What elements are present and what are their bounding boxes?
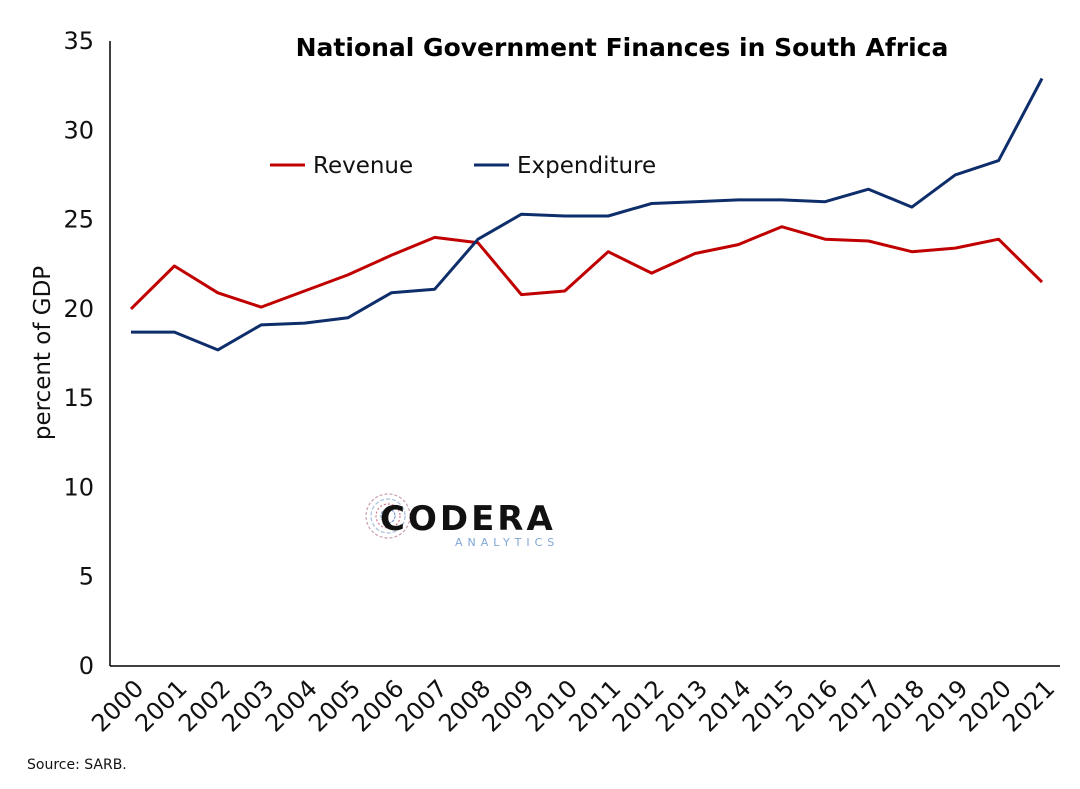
- axes: [109, 41, 1060, 667]
- codera-logo: CODERA ANALYTICS: [365, 493, 559, 549]
- source-note: Source: SARB.: [27, 757, 127, 773]
- series-lines: [129, 77, 1044, 352]
- y-tick-label: 35: [63, 27, 94, 55]
- legend-label-revenue: Revenue: [313, 153, 413, 179]
- x-tick-label: 2021: [997, 674, 1060, 737]
- series-line-expenditure: [131, 77, 1044, 352]
- logo-wordmark: CODERA: [380, 499, 556, 539]
- y-tick-label: 0: [79, 652, 94, 680]
- y-axis-label: percent of GDP: [30, 266, 56, 440]
- y-tick-label: 5: [79, 563, 94, 591]
- legend-label-expenditure: Expenditure: [517, 153, 656, 179]
- y-tick-label: 10: [63, 473, 94, 501]
- y-tick-labels: 0 5 10 15 20 25 30 35: [63, 27, 94, 680]
- logo-tagline: ANALYTICS: [455, 536, 559, 549]
- series-line-revenue: [129, 225, 1044, 310]
- y-tick-label: 30: [63, 116, 94, 144]
- y-tick-label: 15: [63, 384, 94, 412]
- chart-title: National Government Finances in South Af…: [296, 33, 949, 62]
- y-tick-label: 25: [63, 206, 94, 234]
- y-tick-label: 20: [63, 295, 94, 323]
- x-tick-labels: 2000200120022003200420052006200720082009…: [86, 674, 1060, 737]
- legend: Revenue Expenditure: [270, 153, 656, 179]
- fingerprint-icon: [365, 493, 411, 539]
